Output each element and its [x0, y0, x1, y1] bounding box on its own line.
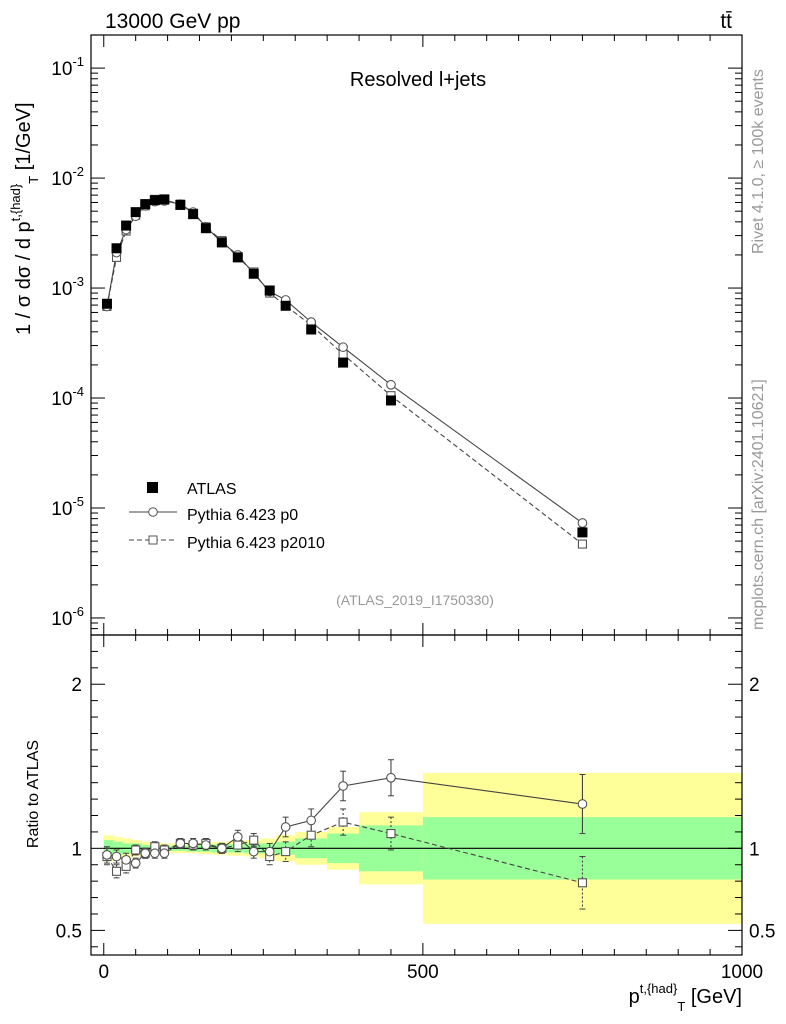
ratio-p0-point: [175, 838, 186, 849]
atlas-point: [280, 300, 291, 311]
main-plot-title: Resolved l+jets: [350, 69, 486, 91]
main-y-tick-label: 10-5: [51, 494, 84, 520]
x-axis-label: pt,{had}T [GeV]: [629, 981, 742, 1014]
legend-label-atlas: ATLAS: [187, 481, 237, 498]
atlas-point: [121, 220, 132, 231]
ratio-y-axis-label: Ratio to ATLAS: [25, 740, 42, 848]
main-y-tick-label: 10-4: [51, 384, 84, 410]
atlas-point: [200, 223, 211, 234]
x-tick-label: 0: [98, 962, 109, 983]
atlas-point: [385, 395, 396, 406]
ratio-p0-point: [159, 848, 170, 859]
ratio-p2010-point: [249, 835, 259, 845]
ratio-p2010-point: [577, 878, 587, 888]
ratio-p0-point: [188, 838, 198, 849]
atlas-point: [101, 298, 112, 309]
ratio-p0-point: [201, 840, 211, 850]
ratio-p0-point: [248, 846, 259, 857]
ratio-y-tick-label-right: 1: [749, 839, 760, 860]
atlas-point: [175, 199, 186, 210]
ratio-p0-point: [216, 843, 227, 854]
main-y-tick-label: 10-3: [51, 274, 84, 300]
main-y-axis-label: 1 / σ dσ / d pt,{had}T [1/GeV]: [8, 102, 41, 335]
atlas-point: [111, 243, 122, 254]
ratio-p0-point: [386, 772, 396, 783]
ratio-y-tick-label-right: 0.5: [749, 921, 775, 942]
atlas-point: [306, 324, 317, 335]
series-line-p2010: [106, 198, 583, 545]
ratio-y-tick-label-right: 2: [749, 675, 760, 696]
p0-point: [386, 379, 396, 390]
ratio-y-tick-label: 0.5: [56, 921, 82, 942]
ratio-y-tick-label: 1: [71, 839, 82, 860]
x-tick-label: 500: [407, 962, 439, 983]
ratio-y-tick-label: 2: [71, 675, 82, 696]
ratio-p2010-point: [306, 830, 316, 840]
legend-marker-p2010: [148, 535, 158, 545]
analysis-watermark: (ATLAS_2019_I1750330): [336, 592, 494, 608]
svg-text:pt,{had}T [GeV]: pt,{had}T [GeV]: [629, 981, 742, 1014]
ratio-p0-point: [121, 854, 131, 865]
main-panel: 10-6 10-5 10-4 10-3 10-2 10-1 Resolved l+jets…: [8, 34, 743, 636]
rivet-version-label: Rivet 4.1.0, ≥ 100k events: [750, 69, 767, 254]
atlas-point: [149, 195, 160, 206]
ratio-p2010-point: [281, 847, 291, 857]
ratio-p0-point: [264, 846, 275, 857]
atlas-point: [248, 268, 259, 279]
legend-marker-p0: [148, 507, 158, 517]
ratio-frame: [90, 634, 743, 956]
legend-marker-atlas: [147, 482, 158, 493]
ratio-p2010-point: [131, 845, 141, 855]
p0-point: [577, 518, 588, 528]
ratio-p0-point: [306, 815, 317, 826]
p0-point: [338, 342, 348, 353]
ratio-p0-point: [338, 781, 348, 791]
main-y-tick-label: 10-6: [51, 604, 84, 630]
ratio-panel: 0 500 1000 0.5 0.5 1 1 2 2 Ratio to ATLAS pt,{ha…: [25, 634, 775, 1014]
ratio-p0-point: [130, 858, 141, 868]
atlas-point: [130, 207, 141, 218]
main-y-tick-label: 10-1: [51, 54, 84, 80]
header-energy-label: 13000 GeV pp: [105, 10, 240, 33]
ratio-p0-point: [280, 822, 291, 832]
legend-label-p2010: Pythia 6.423 p2010: [187, 535, 325, 552]
atlas-point: [577, 527, 588, 538]
ratio-p0-point: [102, 850, 112, 860]
atlas-point: [232, 252, 243, 263]
p2010-point: [577, 539, 587, 549]
ratio-p0-point: [232, 831, 243, 842]
ratio-p2010-point: [111, 866, 122, 876]
atlas-point: [338, 357, 349, 368]
atlas-point: [188, 209, 199, 220]
ratio-p2010-point: [338, 817, 348, 827]
main-y-tick-label: 10-2: [51, 164, 84, 190]
legend: ATLAS Pythia 6.423 p0 Pythia 6.423 p2010: [129, 481, 325, 552]
ratio-p2010-point: [386, 829, 396, 839]
atlas-point: [140, 199, 151, 210]
legend-label-p0: Pythia 6.423 p0: [187, 507, 298, 524]
ratio-p0-point: [577, 799, 588, 809]
header-process-label: tt̄: [720, 10, 732, 33]
mcplots-label: mcplots.cern.ch [arXiv:2401.10621]: [750, 379, 767, 630]
ratio-p0-point: [111, 851, 122, 862]
atlas-point: [216, 237, 227, 248]
svg-text:1 / σ dσ / d pt,{had}T [1/GeV]: 1 / σ dσ / d pt,{had}T [1/GeV]: [8, 102, 41, 335]
atlas-point: [159, 194, 170, 205]
ratio-p2010-point: [233, 840, 243, 850]
x-tick-label: 1000: [721, 962, 763, 983]
ratio-p0-point: [149, 848, 160, 859]
atlas-point: [264, 285, 275, 296]
ratio-p0-point: [140, 848, 151, 859]
